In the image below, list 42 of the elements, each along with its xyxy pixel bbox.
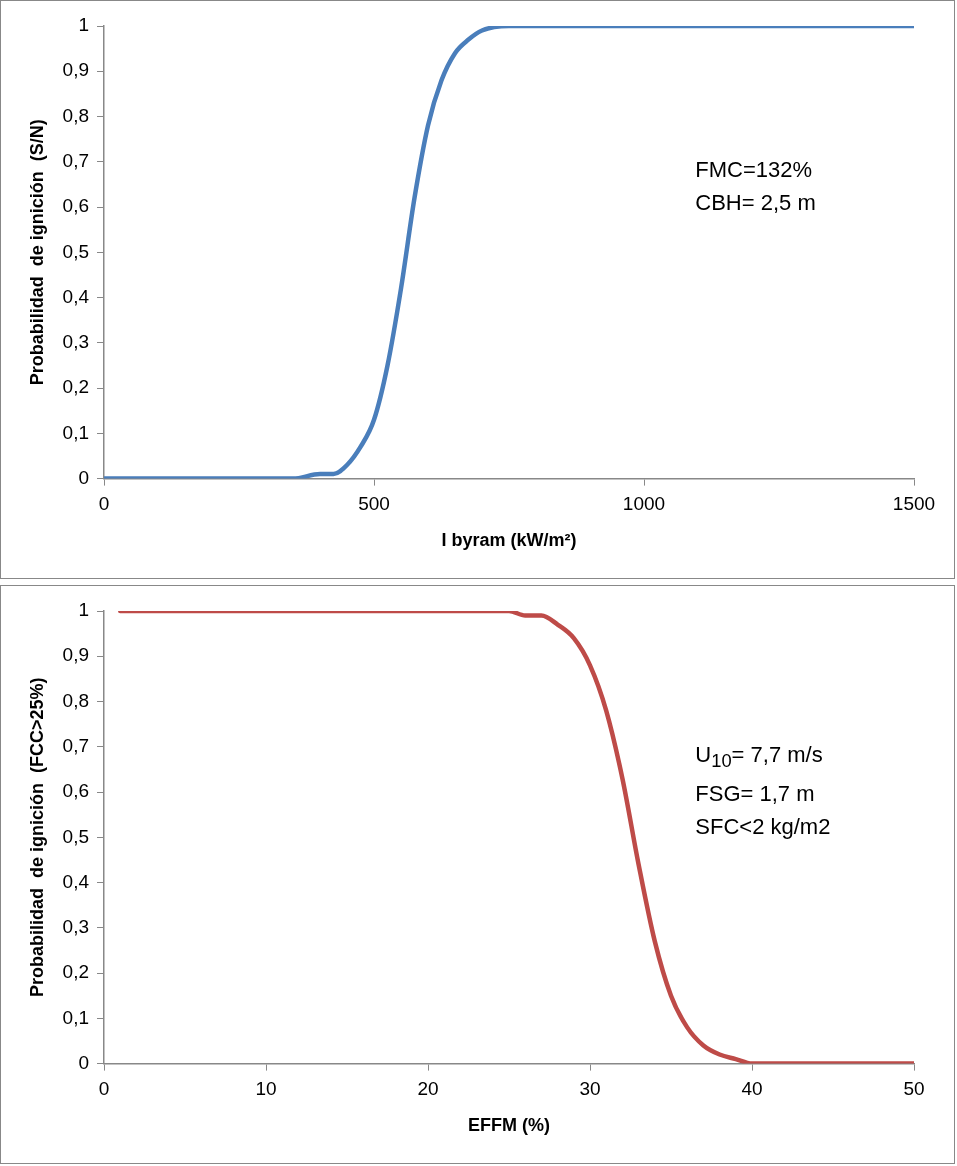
y-tick-label: 1 [78,14,90,36]
y-tick-label: 0,5 [62,240,90,262]
y-tick-label: 0,2 [62,961,90,983]
line-series [117,611,914,1064]
y-tick-label: 0,1 [62,1006,90,1028]
y-axis-title: Probabilidad de ignición (FCC>25%) [26,677,47,998]
y-tick-label: 0,1 [62,421,90,443]
y-tick-label: 0,5 [62,825,90,847]
x-axis-title: I byram (kW/m²) [441,530,577,551]
x-tick-label: 40 [741,1078,763,1100]
y-tick-label: 0,6 [62,195,90,217]
x-tick-label: 500 [358,493,390,515]
y-tick-label: 0,8 [62,689,90,711]
x-tick-label: 30 [579,1078,601,1100]
y-tick-label: 0 [78,1051,90,1073]
y-tick-label: 0,9 [62,59,90,81]
y-tick-label: 0,3 [62,331,90,353]
x-tick-label: 10 [255,1078,277,1100]
x-tick-label: 0 [98,493,110,515]
x-tick-label: 1500 [892,493,936,515]
x-tick-label: 0 [98,1078,110,1100]
y-tick-label: 0,6 [62,780,90,802]
x-axis-title: EFFM (%) [468,1115,550,1136]
annotation: SFC<2 kg/m2 [695,813,831,842]
y-tick-label: 1 [78,599,90,621]
annotation: FMC=132% [695,155,814,184]
x-tick-label: 20 [417,1078,439,1100]
y-tick-label: 0,8 [62,104,90,126]
y-tick-label: 0,9 [62,644,90,666]
annotation: FSG= 1,7 m [695,780,816,809]
x-tick-label: 50 [903,1078,925,1100]
x-tick-label: 1000 [622,493,666,515]
annotation: CBH= 2,5 m [695,188,816,217]
y-tick-label: 0 [78,466,90,488]
y-axis-title: Probabilidad de ignición (S/N) [26,119,47,386]
y-tick-label: 0,4 [62,285,90,307]
y-tick-label: 0,7 [62,735,90,757]
y-tick-label: 0,2 [62,376,90,398]
y-tick-label: 0,3 [62,916,90,938]
y-tick-label: 0,7 [62,150,90,172]
y-tick-label: 0,4 [62,870,90,892]
annotation: U$_{10}$= 7,7 m/s [695,740,824,774]
